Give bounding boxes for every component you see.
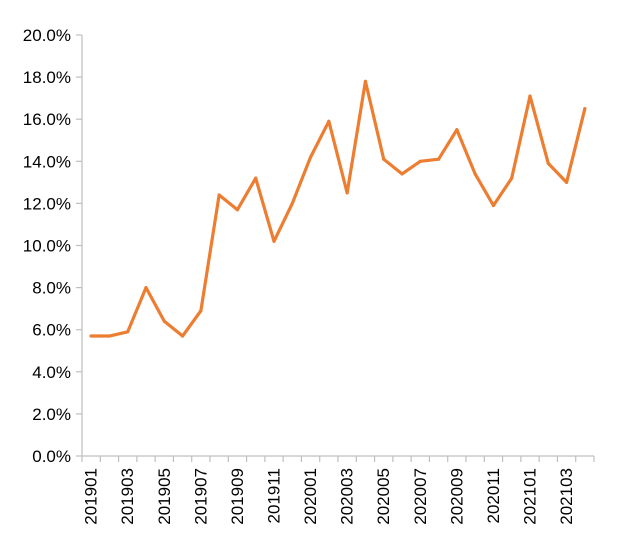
y-tick-label: 20.0% xyxy=(23,26,71,45)
x-tick-label: 202003 xyxy=(338,468,357,525)
data-point xyxy=(436,157,441,161)
y-tick-label: 12.0% xyxy=(23,194,71,213)
x-tick-label: 202001 xyxy=(301,468,320,525)
x-tick-label: 202007 xyxy=(411,468,430,525)
y-tick-label: 2.0% xyxy=(32,405,71,424)
x-tick-label: 202101 xyxy=(521,468,540,525)
data-point xyxy=(126,330,130,334)
y-tick-label: 0.0% xyxy=(32,447,71,466)
data-point xyxy=(290,201,294,205)
x-tick-label: 202103 xyxy=(557,468,576,525)
y-tick-label: 18.0% xyxy=(23,68,71,87)
data-point xyxy=(180,334,185,338)
data-point xyxy=(327,119,331,123)
data-point xyxy=(400,172,404,176)
data-point xyxy=(491,203,496,208)
data-point xyxy=(144,286,148,290)
data-point xyxy=(564,180,569,184)
y-tick-label: 14.0% xyxy=(23,152,71,171)
x-tick-label: 201903 xyxy=(118,468,137,525)
y-tick-label: 4.0% xyxy=(32,363,71,382)
data-point xyxy=(162,319,166,323)
data-point xyxy=(107,334,112,338)
series-layer xyxy=(89,79,587,338)
data-point xyxy=(235,208,240,212)
data-point xyxy=(345,191,349,195)
data-point xyxy=(528,94,532,98)
y-axis: 0.0% 2.0% 4.0% 6.0% 8.0% 10.0% 12.0% 14.0% 16.0%… xyxy=(23,26,83,466)
data-point xyxy=(455,128,459,132)
x-tick-label: 202011 xyxy=(484,468,503,523)
x-tick-label: 201909 xyxy=(228,468,247,525)
data-point xyxy=(308,155,313,159)
data-point xyxy=(546,161,550,166)
y-tick-label: 6.0% xyxy=(32,321,71,340)
y-tick-label: 16.0% xyxy=(23,110,71,129)
x-tick-label: 202009 xyxy=(447,468,466,525)
data-point xyxy=(418,159,422,163)
data-point xyxy=(382,157,386,161)
x-axis: 201901 201903 201905 201907 201909 201911 2020… xyxy=(81,455,595,525)
x-tick-label: 201901 xyxy=(82,468,101,525)
data-point xyxy=(272,239,276,243)
x-tick-label: 201911 xyxy=(265,468,284,523)
series-line xyxy=(89,79,587,338)
data-point xyxy=(583,107,587,111)
data-point xyxy=(363,79,368,83)
data-point xyxy=(89,334,93,338)
data-point xyxy=(199,309,203,313)
data-point xyxy=(217,193,221,197)
y-tick-label: 8.0% xyxy=(32,279,71,298)
y-tick-label: 10.0% xyxy=(23,237,71,256)
x-tick-label: 202005 xyxy=(374,468,393,525)
data-point xyxy=(473,172,477,176)
x-tick-label: 201907 xyxy=(191,468,210,525)
data-point xyxy=(254,176,258,180)
x-tick-label: 201905 xyxy=(155,468,174,525)
data-point xyxy=(510,176,514,180)
